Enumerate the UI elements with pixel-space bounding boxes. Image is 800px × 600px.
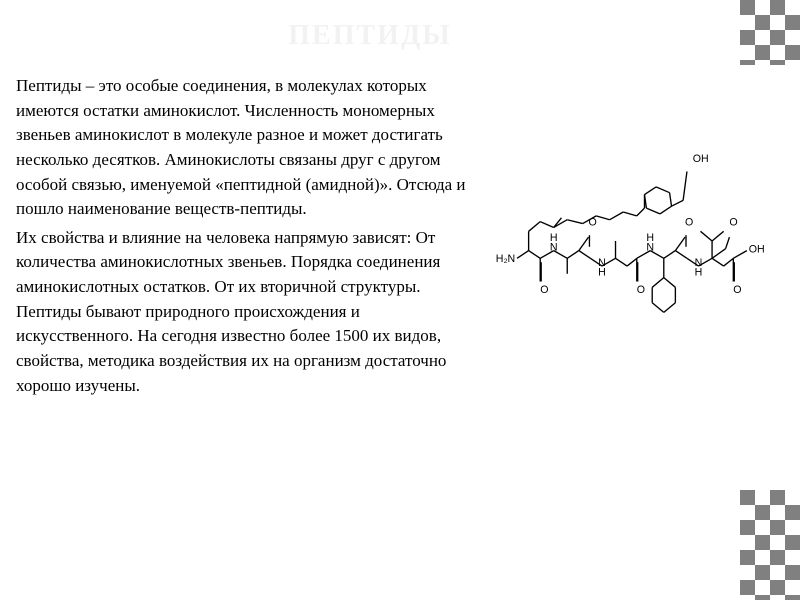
svg-text:OH: OH (693, 153, 709, 165)
decorative-pattern-top (740, 0, 800, 65)
text-column: Пептиды – это особые соединения, в молек… (16, 74, 470, 402)
svg-text:O: O (685, 217, 693, 229)
svg-text:H₂N: H₂N (496, 253, 515, 265)
svg-text:O: O (588, 217, 596, 229)
svg-text:OH: OH (749, 244, 765, 256)
svg-text:O: O (729, 217, 737, 229)
svg-text:O: O (733, 284, 741, 296)
paragraph-2: Их свойства и влияние на человека напрям… (16, 226, 470, 398)
svg-text:H: H (646, 232, 654, 244)
svg-text:H: H (550, 232, 558, 244)
svg-text:H: H (695, 267, 703, 279)
molecule-svg: OHH₂NNHNHNHNHOOOOOOHO (490, 140, 770, 340)
slide-title: ПЕПТИДЫ (0, 20, 740, 52)
svg-text:H: H (598, 267, 606, 279)
molecule-structure: OHH₂NNHNHNHNHOOOOOOHO (490, 140, 770, 340)
svg-text:O: O (637, 284, 645, 296)
svg-text:O: O (540, 284, 548, 296)
decorative-pattern-bottom (740, 490, 800, 600)
paragraph-1: Пептиды – это особые соединения, в молек… (16, 74, 470, 222)
